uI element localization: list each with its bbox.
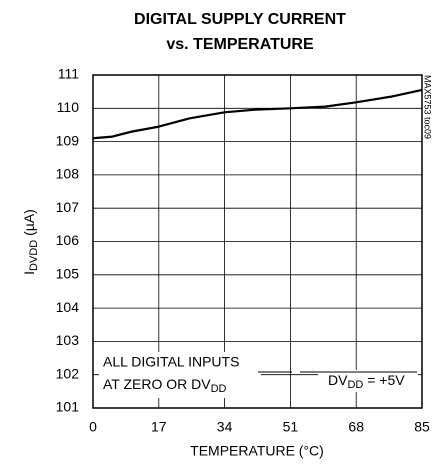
- annotation-text: AT ZERO OR DV: [103, 376, 211, 392]
- y-tick-label: 109: [56, 132, 80, 148]
- y-label-unit: (µA): [21, 209, 37, 240]
- annotation-sub: DD: [211, 383, 227, 395]
- annotation-text: ALL DIGITAL INPUTS: [103, 354, 239, 370]
- annotation-text: DVDD = +5V: [328, 372, 405, 391]
- x-tick-label: 17: [151, 419, 167, 435]
- x-tick-label: 51: [283, 419, 299, 435]
- x-axis-label: TEMPERATURE (°C): [190, 443, 324, 459]
- annotations: ALL DIGITAL INPUTS AT ZERO OR DVDD DVDD …: [99, 352, 418, 398]
- plot-frame: [92, 74, 423, 409]
- annotation-text: DV: [328, 372, 348, 388]
- y-tick-label: 110: [57, 99, 80, 115]
- chart-subtitle: vs. TEMPERATURE: [166, 36, 314, 53]
- annotation-text: = +5V: [363, 372, 405, 388]
- y-label-sub: DVDD: [28, 240, 40, 271]
- x-tick-label: 34: [217, 419, 233, 435]
- y-tick-label: 111: [58, 66, 79, 82]
- annotation-text: AT ZERO OR DVDD: [103, 376, 227, 395]
- y-label-main: I: [21, 271, 37, 275]
- y-tick-label: 103: [56, 332, 80, 348]
- y-tick-label: 102: [56, 365, 80, 381]
- y-tick-label: 104: [56, 299, 80, 315]
- y-tick-label: 108: [56, 166, 80, 182]
- y-tick-label: 106: [56, 232, 80, 248]
- y-axis-label: IDVDD (µA): [21, 209, 40, 275]
- x-tick-label: 0: [89, 419, 97, 435]
- y-tick-label: 105: [56, 266, 80, 282]
- data-line: [92, 88, 423, 140]
- annotation-bg: [318, 370, 418, 392]
- chart-title: DIGITAL SUPPLY CURRENT: [134, 11, 346, 28]
- y-tick-label: 107: [56, 199, 80, 215]
- y-tick-label: 101: [56, 399, 80, 415]
- x-tick-label: 68: [348, 419, 364, 435]
- annotation-sub: DD: [347, 379, 363, 391]
- side-note: MAX5753 toc09: [423, 75, 433, 139]
- plot-area: 101 102 103 104 105 106 107 108 109 110 111 0 17 34 51…: [56, 66, 430, 435]
- x-tick-label: 85: [414, 419, 430, 435]
- annotation-bg: [99, 352, 261, 398]
